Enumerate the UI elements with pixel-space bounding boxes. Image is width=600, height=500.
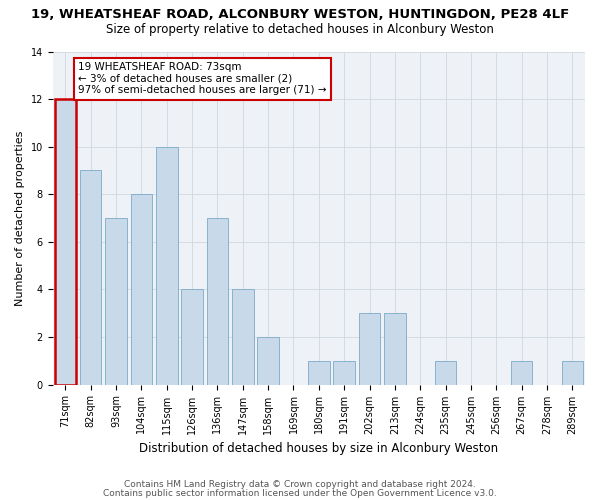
Text: Contains public sector information licensed under the Open Government Licence v3: Contains public sector information licen… xyxy=(103,488,497,498)
Bar xyxy=(80,170,101,384)
Bar xyxy=(181,290,203,384)
Bar xyxy=(55,99,76,384)
Bar xyxy=(562,361,583,384)
X-axis label: Distribution of detached houses by size in Alconbury Weston: Distribution of detached houses by size … xyxy=(139,442,499,455)
Text: 19, WHEATSHEAF ROAD, ALCONBURY WESTON, HUNTINGDON, PE28 4LF: 19, WHEATSHEAF ROAD, ALCONBURY WESTON, H… xyxy=(31,8,569,20)
Bar xyxy=(232,290,254,384)
Bar xyxy=(206,218,228,384)
Bar xyxy=(334,361,355,384)
Bar xyxy=(156,146,178,384)
Bar xyxy=(257,337,279,384)
Bar xyxy=(131,194,152,384)
Text: 19 WHEATSHEAF ROAD: 73sqm
← 3% of detached houses are smaller (2)
97% of semi-de: 19 WHEATSHEAF ROAD: 73sqm ← 3% of detach… xyxy=(78,62,326,96)
Text: Size of property relative to detached houses in Alconbury Weston: Size of property relative to detached ho… xyxy=(106,22,494,36)
Text: Contains HM Land Registry data © Crown copyright and database right 2024.: Contains HM Land Registry data © Crown c… xyxy=(124,480,476,489)
Bar xyxy=(359,313,380,384)
Bar xyxy=(511,361,532,384)
Bar xyxy=(105,218,127,384)
Bar xyxy=(435,361,457,384)
Y-axis label: Number of detached properties: Number of detached properties xyxy=(15,130,25,306)
Bar xyxy=(308,361,329,384)
Bar xyxy=(384,313,406,384)
